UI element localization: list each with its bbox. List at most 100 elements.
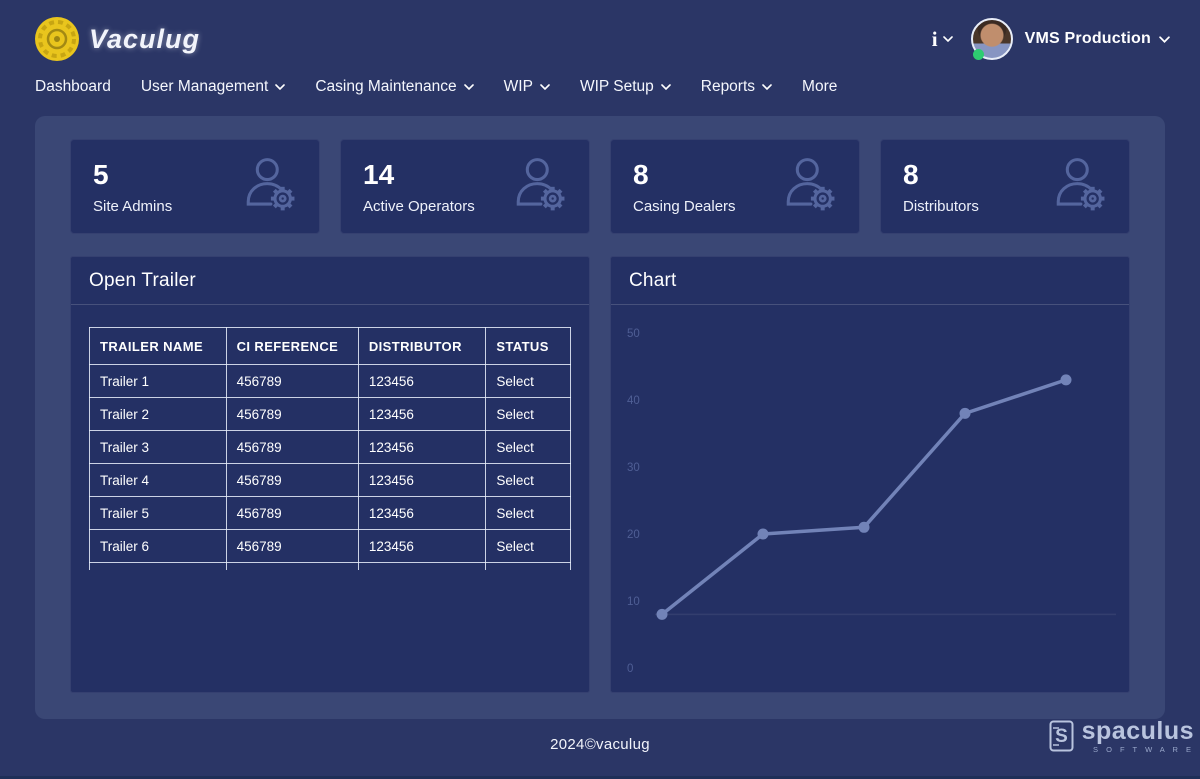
stat-card-casing-dealers: 8 Casing Dealers bbox=[610, 139, 860, 234]
open-trailer-table: TRAILER NAME CI REFERENCE DISTRIBUTOR STATU… bbox=[89, 327, 571, 570]
table-row: Trailer 3 456789 123456 Select bbox=[89, 430, 571, 464]
online-status-dot bbox=[972, 49, 984, 60]
user-avatar[interactable] bbox=[970, 18, 1013, 60]
brand-logo[interactable]: Vaculug bbox=[33, 14, 200, 64]
chevron-down-icon bbox=[942, 36, 953, 42]
table-cell: Trailer 3 bbox=[89, 430, 227, 464]
info-icon: i bbox=[931, 26, 938, 51]
chart-point[interactable] bbox=[858, 521, 870, 533]
nav-item-wip-setup[interactable]: WIP Setup bbox=[580, 78, 671, 96]
stat-text: 8 Casing Dealers bbox=[633, 158, 736, 215]
account-menu[interactable]: VMS Production bbox=[1025, 30, 1170, 48]
nav-item-label: Casing Maintenance bbox=[315, 78, 457, 95]
table-cell: 123456 bbox=[357, 529, 487, 563]
table-cell: 456789 bbox=[225, 430, 359, 464]
open-trailer-table-container[interactable]: TRAILER NAME CI REFERENCE DISTRIBUTOR STATU… bbox=[89, 327, 571, 570]
stat-label: Site Admins bbox=[93, 197, 173, 215]
table-row: Trailer 1 456789 123456 Select bbox=[89, 364, 571, 398]
stat-card-site-admins: 5 Site Admins bbox=[70, 139, 320, 234]
chart-svg: 0 10 20 30 40 50 bbox=[627, 328, 1116, 675]
vendor-tagline: S O F T W A R E bbox=[1093, 745, 1194, 754]
nav-item-more[interactable]: More bbox=[802, 78, 837, 96]
stat-value: 8 bbox=[633, 158, 649, 190]
chart-line bbox=[660, 378, 1068, 617]
table-cell: 123456 bbox=[357, 463, 487, 497]
nav-item-reports[interactable]: Reports bbox=[701, 78, 772, 96]
table-cell: 123456 bbox=[357, 397, 487, 431]
content-surface: 5 Site Admins 14 Active Operators 8 Casing … bbox=[35, 116, 1165, 719]
header-actions: i VMS Production bbox=[932, 18, 1170, 60]
chart-panel: Chart 0 10 20 30 40 50 bbox=[610, 256, 1130, 693]
column-header-trailer-name: TRAILER NAME bbox=[89, 327, 227, 365]
stat-label: Distributors bbox=[903, 197, 979, 215]
select-action[interactable]: Select bbox=[485, 463, 571, 497]
stat-icon-wrap bbox=[1051, 156, 1109, 219]
column-header-distributor: DISTRIBUTOR bbox=[357, 327, 487, 365]
table-cell: Trailer 5 bbox=[89, 496, 227, 530]
table-cell bbox=[357, 562, 487, 570]
select-action[interactable]: Select bbox=[485, 397, 571, 431]
chart-point[interactable] bbox=[757, 528, 769, 540]
table-cell bbox=[485, 562, 571, 570]
chart-title: Chart bbox=[611, 257, 1129, 305]
select-action[interactable]: Select bbox=[485, 496, 571, 530]
info-menu[interactable]: i bbox=[931, 26, 953, 51]
chevron-down-icon bbox=[762, 84, 772, 90]
table-cell: 123456 bbox=[357, 430, 487, 464]
brand-name: Vaculug bbox=[89, 23, 201, 54]
stat-card-active-operators: 14 Active Operators bbox=[340, 139, 590, 234]
table-cell: Trailer 4 bbox=[89, 463, 227, 497]
panels-row: Open Trailer TRAILER NAME CI REFERENCE DIS… bbox=[70, 256, 1130, 693]
open-trailer-title: Open Trailer bbox=[71, 257, 589, 305]
select-action[interactable]: Select bbox=[485, 529, 571, 563]
stat-value: 8 bbox=[903, 158, 919, 190]
nav-item-dashboard[interactable]: Dashboard bbox=[35, 78, 111, 96]
table-cell: 123456 bbox=[357, 496, 487, 530]
table-row: Trailer 6 456789 123456 Select bbox=[89, 529, 571, 563]
table-cell: 456789 bbox=[225, 529, 359, 563]
table-row: Trailer 4 456789 123456 Select bbox=[89, 463, 571, 497]
chart-point[interactable] bbox=[656, 608, 668, 620]
footer: 2024©vaculug S spaculus S O F T W A R E bbox=[0, 719, 1200, 770]
user-gear-icon bbox=[246, 158, 295, 211]
stat-text: 14 Active Operators bbox=[363, 160, 475, 215]
y-tick-label: 20 bbox=[627, 529, 640, 541]
y-tick-label: 10 bbox=[627, 596, 640, 608]
chart-point[interactable] bbox=[959, 407, 971, 419]
vendor-logo: S spaculus S O F T W A R E bbox=[1049, 719, 1194, 754]
user-gear-icon bbox=[786, 158, 835, 211]
select-action[interactable]: Select bbox=[485, 430, 571, 464]
stat-text: 5 Site Admins bbox=[93, 158, 173, 215]
nav-item-label: User Management bbox=[140, 78, 269, 95]
nav-item-wip[interactable]: WIP bbox=[504, 78, 550, 96]
table-cell: Trailer 1 bbox=[89, 364, 227, 398]
stat-label: Active Operators bbox=[363, 197, 475, 215]
nav-item-label: WIP Setup bbox=[579, 78, 654, 95]
vaculug-logo-icon bbox=[35, 17, 79, 61]
column-header-ci-reference: CI REFERENCE bbox=[225, 327, 359, 365]
chart-point[interactable] bbox=[1060, 374, 1072, 386]
table-row: Trailer 2 456789 123456 Select bbox=[89, 397, 571, 431]
stat-label: Casing Dealers bbox=[633, 197, 736, 215]
table-cell bbox=[89, 562, 227, 570]
nav-item-label: More bbox=[802, 78, 838, 95]
vendor-name: spaculus bbox=[1081, 717, 1194, 745]
main-nav: Dashboard User Management Casing Maintenan… bbox=[0, 68, 1200, 116]
chevron-down-icon bbox=[463, 84, 474, 90]
table-cell: 123456 bbox=[357, 364, 487, 398]
table-cell: 456789 bbox=[225, 397, 359, 431]
select-action[interactable]: Select bbox=[485, 364, 571, 398]
copyright-text: 2024©vaculug bbox=[550, 736, 650, 753]
table-cell: Trailer 2 bbox=[89, 397, 227, 431]
nav-item-user-management[interactable]: User Management bbox=[141, 78, 286, 96]
nav-item-label: Reports bbox=[700, 78, 756, 95]
nav-item-label: WIP bbox=[503, 78, 533, 95]
nav-item-casing-maintenance[interactable]: Casing Maintenance bbox=[315, 78, 474, 96]
chevron-down-icon bbox=[275, 84, 286, 90]
table-cell bbox=[225, 562, 359, 570]
line-chart: 0 10 20 30 40 50 bbox=[611, 305, 1129, 691]
stat-value: 5 bbox=[93, 158, 109, 190]
chevron-down-icon bbox=[1159, 35, 1170, 43]
table-row: Trailer 5 456789 123456 Select bbox=[89, 496, 571, 530]
user-gear-icon bbox=[516, 158, 565, 211]
